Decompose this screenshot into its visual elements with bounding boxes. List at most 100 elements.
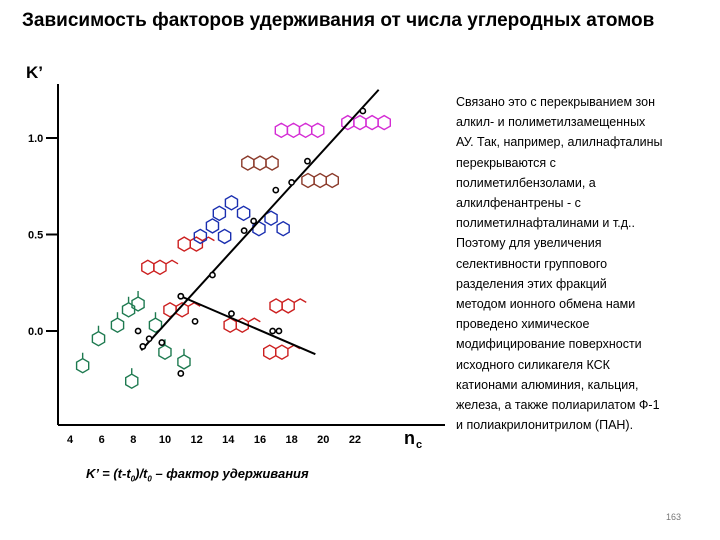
ring-icon <box>311 122 325 139</box>
slide-title: Зависимость факторов удерживания от числ… <box>22 10 655 31</box>
ring-icon <box>217 228 232 245</box>
ring-icon <box>241 155 255 171</box>
ring-icon <box>175 301 189 318</box>
description-line: Поэтому для увеличения <box>456 236 602 251</box>
x-tick-label: 8 <box>130 434 136 446</box>
phenanthrenes-structure-icon <box>212 194 251 222</box>
chrysenes-structure-icon <box>274 122 325 139</box>
x-axis-label: n c <box>404 428 422 451</box>
ring-icon <box>286 122 301 139</box>
methylbenzenes-structure-icon <box>148 312 163 334</box>
description-line: методом ионного обмена нами <box>456 297 636 312</box>
methylbenzenes-structure-icon <box>131 290 145 312</box>
methylbenzenes-structure-icon <box>177 348 191 370</box>
x-tick-label: 20 <box>317 434 329 446</box>
ring-icon <box>313 172 327 189</box>
naphthalenes-structure-icon <box>223 317 261 334</box>
data-point <box>250 217 258 225</box>
phenanthrenes-structure-icon <box>252 210 290 237</box>
data-point <box>228 310 235 318</box>
ring-icon <box>177 354 191 370</box>
pyrenes-structure-icon <box>241 155 279 171</box>
naphthalenes-structure-icon <box>269 298 307 314</box>
axes: 1.0 0.5 0.0 4 6 8 10 12 14 16 18 20 22 <box>28 84 445 446</box>
description-text: Связано это с перекрыванием зон алкил- и … <box>456 92 711 435</box>
ring-icon <box>158 344 172 361</box>
ring-icon <box>212 205 227 222</box>
ring-icon <box>377 114 391 131</box>
ring-icon <box>275 344 289 361</box>
trend-line <box>140 89 380 351</box>
naphthalenes-structure-icon <box>263 344 301 361</box>
ring-icon <box>253 155 267 171</box>
naphthalenes-structure-icon <box>177 236 215 252</box>
ring-icon <box>124 373 139 390</box>
naphthalenes-structure-icon <box>141 259 179 276</box>
data-point <box>288 178 296 186</box>
pyrenes-structure-icon <box>301 172 339 189</box>
ring-icon <box>365 114 379 131</box>
ring-icon <box>75 357 90 374</box>
ring-icon <box>325 172 339 189</box>
data-point <box>158 339 166 346</box>
description-line: алкил- и полиметилзамещенных <box>456 115 646 130</box>
page-number: 163 <box>666 512 682 522</box>
description-line: АУ. Так, например, алилнафталины <box>456 135 663 150</box>
description-line: железа, а также полиарилатом Ф-1 <box>456 398 660 413</box>
x-tick-label: 10 <box>159 434 171 446</box>
ring-icon <box>131 296 145 312</box>
ring-icon <box>298 122 313 139</box>
svg-text:c: c <box>416 439 422 451</box>
ring-icon <box>224 194 239 211</box>
description-line: модифицирование поверхности <box>456 337 642 352</box>
ring-icon <box>235 317 250 334</box>
data-point <box>272 186 280 194</box>
ring-icon <box>141 259 155 276</box>
svg-text:n: n <box>404 428 415 448</box>
description-line: перекрываются с <box>456 155 556 170</box>
y-tick-label: 0.5 <box>28 230 43 242</box>
description-line: и полиакрилонитрилом (ПАН). <box>456 418 634 433</box>
ring-icon <box>274 122 289 139</box>
x-tick-label: 4 <box>67 434 74 446</box>
ring-icon <box>177 236 192 252</box>
ring-icon <box>110 317 125 334</box>
x-tick-label: 18 <box>285 434 297 446</box>
data-point <box>177 370 185 377</box>
alkyl-chain-icon <box>293 298 307 304</box>
methylbenzenes-structure-icon <box>124 368 139 390</box>
x-tick-label: 16 <box>254 434 266 446</box>
ring-icon <box>189 236 204 252</box>
data-point <box>134 327 142 335</box>
data-point <box>269 327 277 335</box>
alkyl-chain-icon <box>247 317 261 323</box>
x-tick-label: 14 <box>222 434 235 446</box>
y-axis-label: K’ <box>26 63 43 82</box>
x-tick-label: 6 <box>99 434 105 446</box>
ring-icon <box>281 298 295 314</box>
ring-icon <box>193 228 208 245</box>
phenanthrenes-structure-icon <box>193 218 232 245</box>
ring-icon <box>236 205 251 222</box>
description-line: селективности группового <box>456 256 608 271</box>
trend-line <box>180 295 316 356</box>
ring-icon <box>121 301 136 318</box>
ring-icon <box>91 330 106 347</box>
structure-layer <box>75 114 391 390</box>
ring-icon <box>301 172 315 189</box>
description-line: алкилфенантрены - с <box>456 196 581 211</box>
methylbenzenes-structure-icon <box>121 296 136 318</box>
ring-icon <box>276 220 290 237</box>
x-tick-label: 22 <box>349 434 361 446</box>
data-point <box>209 271 216 279</box>
ring-icon <box>353 114 367 131</box>
data-point <box>191 317 199 325</box>
methylbenzenes-structure-icon <box>91 325 106 347</box>
description-line: проведено химическое <box>456 317 590 332</box>
y-tick-label: 1.0 <box>28 133 43 145</box>
x-tick-label: 12 <box>191 434 203 446</box>
alkyl-chain-icon <box>165 259 179 265</box>
description-line: разделения этих фракций <box>456 276 607 291</box>
fit-lines <box>140 89 380 356</box>
